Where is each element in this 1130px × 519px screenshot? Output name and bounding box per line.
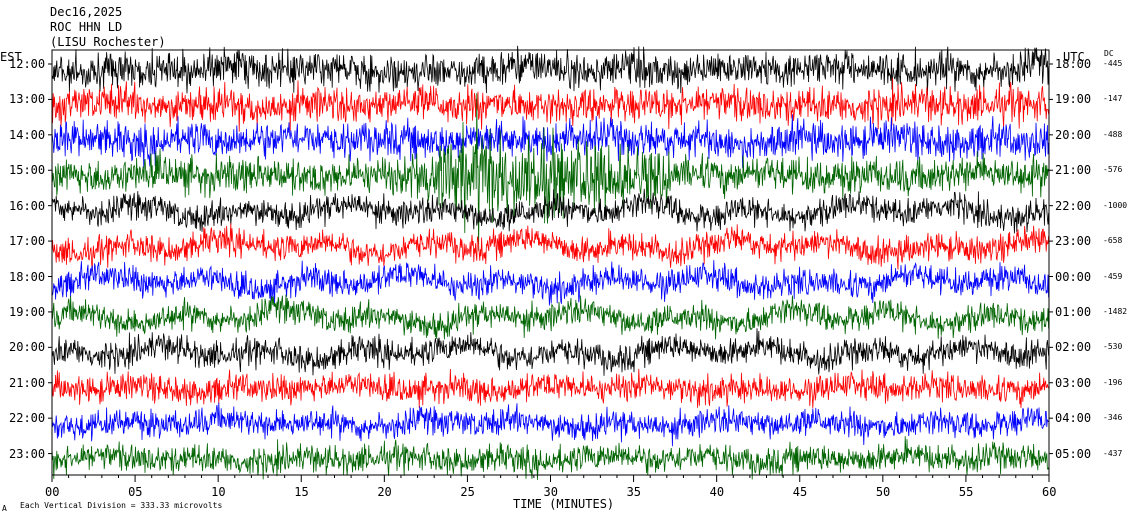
x-axis-title: TIME (MINUTES) (513, 497, 615, 511)
x-tick-label: 40 (709, 485, 725, 499)
x-tick-label: 45 (792, 485, 808, 499)
corner-mark: A (2, 504, 7, 513)
dc-value: -147 (1103, 94, 1123, 104)
est-tick-label: 19:00 (9, 304, 46, 319)
header-station: ROC HHN LD (50, 20, 123, 34)
x-axis-ticks (51, 475, 1050, 482)
trace-row-1500 (51, 93, 1049, 251)
dc-value: -459 (1103, 271, 1123, 281)
trace-row-1800 (51, 260, 1049, 307)
utc-tick-label: 22:00 (1055, 198, 1092, 213)
utc-tick-label: 05:00 (1055, 446, 1092, 461)
header-date: Dec16,2025 (50, 5, 123, 19)
est-tick-label: 21:00 (9, 375, 46, 390)
utc-tick-label: 04:00 (1055, 411, 1092, 426)
trace-row-1900 (51, 294, 1049, 340)
est-tick-label: 20:00 (9, 340, 46, 355)
utc-tick-label: 02:00 (1055, 340, 1092, 355)
x-tick-label: 00 (45, 485, 60, 499)
dc-value: -488 (1103, 129, 1123, 139)
trace-row-2000 (51, 328, 1049, 376)
utc-tick-label: 20:00 (1055, 127, 1092, 142)
right-axis-label: UTC (1063, 50, 1085, 64)
x-tick-label: 60 (1042, 485, 1057, 499)
seismic-traces (51, 45, 1049, 480)
est-tick-label: 12:00 (9, 57, 46, 71)
x-tick-label: 15 (294, 485, 309, 499)
left-axis-label: EST (0, 50, 22, 64)
est-tick-label: 22:00 (9, 411, 46, 426)
trace-row-1400 (51, 114, 1049, 169)
trace-row-1600 (51, 188, 1049, 234)
utc-tick-label: 00:00 (1055, 269, 1092, 284)
trace-row-2200 (51, 402, 1049, 447)
x-tick-label: 10 (211, 485, 226, 499)
utc-tick-label: 23:00 (1055, 234, 1092, 249)
est-tick-label: 17:00 (9, 234, 46, 249)
utc-tick-label: 21:00 (1055, 163, 1092, 178)
x-tick-label: 20 (377, 485, 392, 499)
dc-value: -437 (1103, 448, 1123, 458)
scale-note: Each Vertical Division = 333.33 microvol… (20, 501, 223, 510)
dc-value: -196 (1103, 377, 1123, 387)
x-tick-label: 05 (128, 485, 143, 499)
header-station-name: (LISU Rochester) (50, 35, 166, 49)
est-tick-label: 18:00 (9, 269, 46, 284)
dc-value: -576 (1103, 165, 1123, 175)
dc-value: -1482 (1103, 306, 1128, 316)
dc-value: -1000 (1103, 200, 1128, 210)
est-tick-label: 13:00 (9, 92, 46, 107)
dc-value: -658 (1103, 236, 1123, 246)
est-tick-label: 15:00 (9, 163, 46, 178)
trace-row-1200 (51, 45, 1049, 95)
x-tick-label: 35 (626, 485, 642, 499)
est-tick-label: 16:00 (9, 198, 46, 213)
y-axis-ticks (48, 63, 1053, 455)
trace-row-2100 (51, 368, 1049, 409)
utc-tick-label: 03:00 (1055, 375, 1092, 390)
dc-label: DC (1104, 49, 1114, 58)
x-tick-label: 25 (460, 485, 475, 499)
utc-tick-label: 01:00 (1055, 304, 1092, 319)
trace-row-1300 (51, 77, 1049, 132)
utc-tick-label: 19:00 (1055, 92, 1092, 107)
dc-value: -445 (1103, 59, 1123, 68)
est-tick-label: 23:00 (9, 446, 46, 461)
dc-value: -530 (1103, 342, 1123, 352)
x-tick-label: 30 (543, 485, 558, 499)
x-tick-label: 55 (958, 485, 974, 499)
est-tick-label: 14:00 (9, 127, 46, 142)
x-tick-label: 50 (875, 485, 891, 499)
utc-tick-label: 18:00 (1055, 57, 1092, 71)
trace-row-2300 (51, 436, 1049, 480)
dc-value: -346 (1103, 413, 1123, 423)
trace-row-1700 (51, 223, 1049, 272)
